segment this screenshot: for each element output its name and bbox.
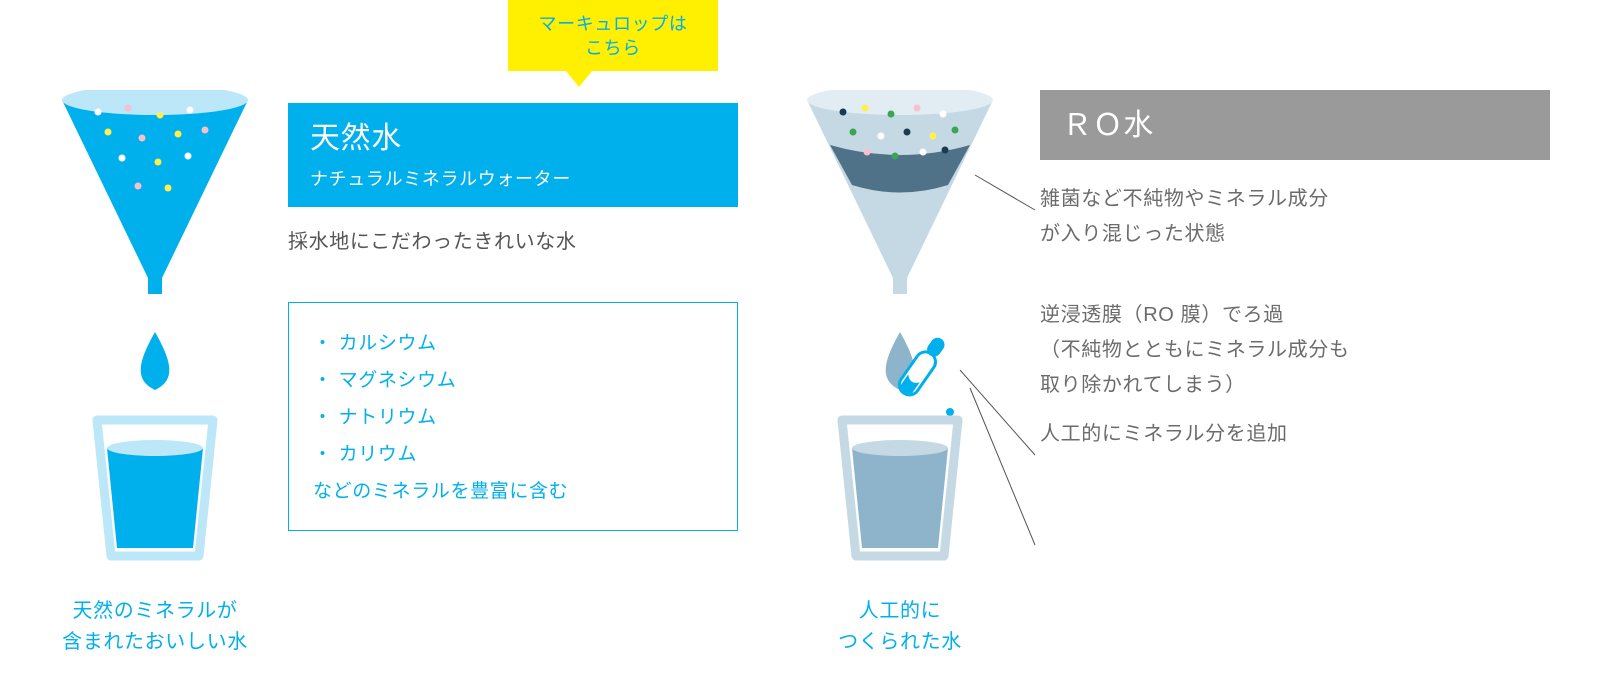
funnel-drop-glass-natural [50,90,260,570]
natural-subtitle: ナチュラルミネラルウォーター [310,165,716,191]
ro-water-illustration: 人工的に つくられた水 [795,90,1005,658]
ro-para2: 逆浸透膜（RO 膜）でろ過 （不純物とともにミネラル成分も 取り除かれてしまう） [1040,298,1550,403]
ro-para3: 人工的にミネラル分を追加 [1040,417,1550,452]
mineral-item: カリウム [313,436,713,473]
natural-subline: 採水地にこだわったきれいな水 [288,225,738,254]
mineral-list: カルシウムマグネシウムナトリウムカリウム などのミネラルを豊富に含む [288,302,738,531]
ro-caption: 人工的に つくられた水 [795,596,1005,658]
natural-water-illustration: 天然のミネラルが 含まれたおいしい水 [50,90,260,658]
ro-water-text-column: ＲＯ水 雑菌など不純物やミネラル成分が入り混じった状態 逆浸透膜（RO 膜）でろ… [1040,90,1550,452]
natural-water-text-column: マーキュロップはこちら 天然水 ナチュラルミネラルウォーター 採水地にこだわった… [288,0,738,531]
mineral-footer: などのミネラルを豊富に含む [313,473,713,510]
natural-caption: 天然のミネラルが 含まれたおいしい水 [50,596,260,658]
funnel-drop-glass-ro [795,90,1005,570]
natural-header: 天然水 ナチュラルミネラルウォーター [288,103,738,207]
mineral-item: ナトリウム [313,399,713,436]
callout: マーキュロップはこちら [508,0,718,87]
callout-box: マーキュロップはこちら [508,0,718,71]
ro-title: ＲＯ水 [1062,108,1528,144]
natural-title: 天然水 [310,121,716,157]
mineral-item: カルシウム [313,325,713,362]
callout-tail-icon [566,71,592,87]
mineral-item: マグネシウム [313,362,713,399]
ro-para1: 雑菌など不純物やミネラル成分が入り混じった状態 [1040,182,1550,252]
ro-header: ＲＯ水 [1040,90,1550,160]
